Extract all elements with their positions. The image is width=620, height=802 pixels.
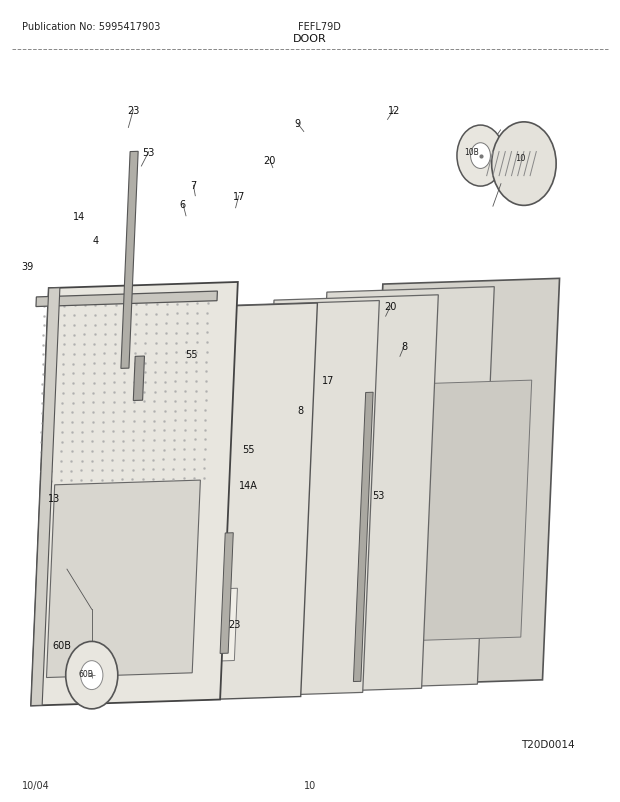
- Text: 8: 8: [401, 342, 407, 351]
- Polygon shape: [202, 301, 379, 698]
- Text: 53: 53: [143, 148, 155, 157]
- Polygon shape: [257, 295, 438, 694]
- Text: T20D0014: T20D0014: [521, 739, 574, 749]
- Polygon shape: [46, 480, 200, 678]
- Text: 20: 20: [264, 156, 276, 165]
- Text: 14A: 14A: [239, 480, 257, 490]
- Text: 12: 12: [388, 106, 400, 115]
- Polygon shape: [121, 152, 138, 369]
- Text: 10/04: 10/04: [22, 780, 50, 789]
- Polygon shape: [31, 289, 60, 706]
- Text: 10: 10: [304, 780, 316, 789]
- Polygon shape: [220, 533, 233, 654]
- Circle shape: [66, 642, 118, 709]
- Circle shape: [457, 126, 504, 187]
- Text: 39: 39: [22, 261, 34, 271]
- Text: 60B: 60B: [53, 641, 71, 650]
- Polygon shape: [366, 279, 559, 686]
- Text: DOOR: DOOR: [293, 34, 327, 43]
- Polygon shape: [160, 520, 195, 593]
- Polygon shape: [133, 357, 144, 401]
- Text: 55: 55: [185, 350, 197, 359]
- Circle shape: [81, 661, 103, 690]
- Text: 13: 13: [48, 494, 61, 504]
- Text: 23: 23: [228, 619, 241, 629]
- Polygon shape: [310, 287, 494, 690]
- Text: 60B: 60B: [78, 669, 93, 678]
- Circle shape: [471, 144, 490, 169]
- Text: 17: 17: [232, 192, 245, 201]
- Text: 6: 6: [180, 200, 186, 209]
- Text: 10B: 10B: [464, 148, 479, 157]
- Text: 4: 4: [93, 236, 99, 245]
- Polygon shape: [353, 393, 373, 682]
- Text: FEFL79D: FEFL79D: [298, 22, 340, 32]
- Text: 8: 8: [298, 406, 304, 415]
- Text: 17: 17: [322, 376, 335, 386]
- Polygon shape: [143, 304, 317, 702]
- Polygon shape: [31, 282, 238, 706]
- Polygon shape: [388, 381, 532, 642]
- Text: 9: 9: [294, 119, 301, 129]
- Text: 14: 14: [73, 212, 86, 221]
- Text: 7: 7: [190, 181, 197, 191]
- Circle shape: [492, 123, 556, 206]
- Text: 23: 23: [127, 106, 140, 115]
- Text: 10: 10: [516, 154, 526, 164]
- Text: 20: 20: [384, 302, 397, 311]
- Text: Publication No: 5995417903: Publication No: 5995417903: [22, 22, 160, 32]
- Text: 53: 53: [372, 491, 384, 500]
- Polygon shape: [36, 292, 218, 307]
- Text: 55: 55: [242, 444, 254, 454]
- Polygon shape: [205, 589, 237, 662]
